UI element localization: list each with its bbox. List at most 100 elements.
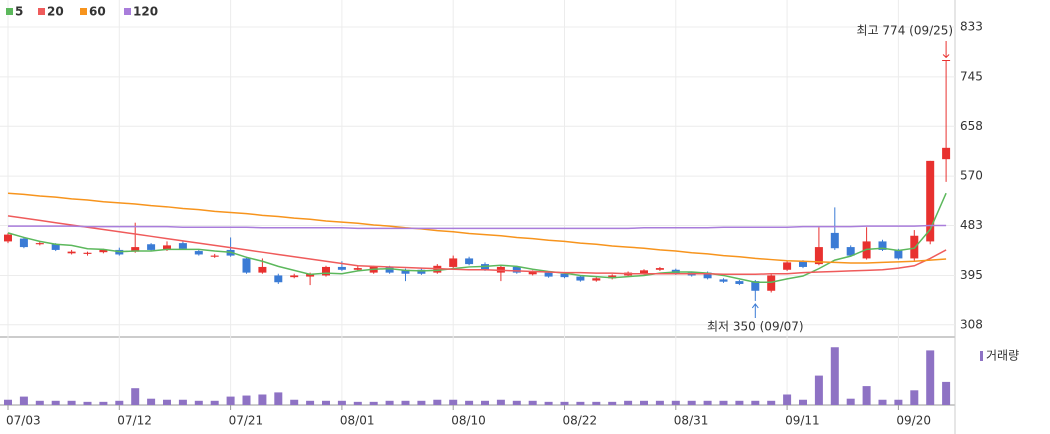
volume-bar: [671, 400, 680, 405]
candle-body: [163, 245, 171, 250]
volume-bar: [560, 401, 569, 405]
legend-swatch: [124, 8, 131, 15]
candle-body: [560, 273, 569, 278]
candle-body: [274, 275, 283, 283]
volume-bar: [703, 400, 712, 405]
volume-bar: [35, 400, 44, 405]
volume-bar: [385, 400, 394, 405]
volume-legend-swatch: [980, 351, 983, 361]
volume-bar: [767, 400, 776, 405]
y-tick-label: 833: [960, 20, 983, 34]
ma-line: [8, 224, 947, 230]
candle-body: [655, 268, 664, 270]
y-tick-label: 483: [960, 218, 983, 232]
candle-body: [242, 258, 251, 273]
candle-body: [751, 281, 760, 291]
volume-bar: [306, 400, 315, 405]
volume-bar: [846, 398, 855, 405]
candle-body: [846, 247, 855, 256]
candle-body: [814, 247, 823, 265]
candle-body: [417, 269, 426, 274]
volume-bar: [926, 350, 935, 405]
volume-bar: [417, 400, 426, 405]
candle-body: [306, 273, 315, 277]
volume-bar: [799, 399, 807, 405]
volume-bar: [783, 394, 792, 405]
ma-line: [7, 192, 947, 264]
candle-body: [210, 255, 219, 257]
ma-line: [7, 215, 947, 276]
candle-body: [67, 251, 76, 254]
candle-body: [178, 243, 187, 249]
candle-body: [19, 238, 28, 248]
high-annotation: 최고 774 (09/25): [857, 24, 954, 38]
volume-bar: [687, 400, 696, 405]
volume-bar: [337, 400, 346, 405]
high-arrow: [942, 41, 951, 61]
volume-bar: [290, 399, 299, 405]
candle-body: [353, 268, 362, 270]
volume-bar: [242, 395, 251, 405]
legend-label: 120: [133, 5, 158, 19]
volume-bar: [178, 399, 187, 405]
x-tick-label: 08/31: [674, 414, 709, 428]
legend-swatch: [80, 8, 87, 15]
volume-bar: [274, 392, 283, 405]
y-tick-label: 570: [960, 169, 983, 183]
x-tick-label: 09/11: [785, 414, 820, 428]
x-tick-label: 08/01: [340, 414, 375, 428]
volume-bar: [131, 388, 140, 405]
candle-body: [735, 281, 744, 284]
volume-bar: [624, 400, 633, 405]
volume-legend-label: 거래량: [986, 349, 1019, 363]
volume-bar: [401, 400, 410, 405]
candle-body: [51, 244, 60, 250]
volume-bar: [353, 401, 362, 405]
candle-body: [385, 266, 394, 273]
candle-body: [290, 275, 299, 278]
candle-body: [576, 276, 585, 281]
candle-body: [767, 275, 776, 291]
volume-bar: [147, 398, 156, 405]
candle-body: [449, 258, 458, 267]
volume-bar: [910, 390, 919, 405]
legend-swatch: [38, 8, 45, 15]
volume-bar: [814, 375, 823, 405]
y-tick-label: 658: [960, 119, 983, 133]
volume-bar: [894, 399, 903, 405]
volume-bar: [210, 400, 219, 405]
volume-bar: [528, 400, 537, 405]
candle-body: [465, 258, 474, 265]
candle-body: [830, 232, 839, 249]
volume-bar: [608, 401, 617, 405]
candle-body: [194, 251, 203, 255]
volume-bar: [942, 381, 951, 405]
volume-bar: [481, 400, 489, 405]
candle-body: [131, 247, 140, 252]
volume-bar: [878, 399, 887, 405]
x-tick-label: 07/12: [117, 414, 152, 428]
volume-bar: [226, 396, 235, 405]
low-annotation: 최저 350 (09/07): [707, 320, 804, 334]
volume-bar: [99, 401, 108, 405]
volume-bar: [369, 401, 378, 405]
volume-bar: [4, 399, 12, 405]
candle-body: [799, 261, 807, 267]
candle-body: [719, 279, 728, 282]
candle-body: [592, 278, 601, 281]
candle-body: [99, 249, 108, 253]
volume-bar: [592, 401, 601, 405]
volume-bar: [449, 399, 458, 405]
volume-bar: [640, 400, 648, 405]
candle-body: [401, 269, 410, 274]
volume-bar: [67, 400, 76, 405]
volume-bar: [258, 394, 267, 405]
volume-bar: [719, 400, 728, 405]
ma-line: [7, 192, 947, 284]
legend-label: 60: [89, 5, 106, 19]
candle-body: [512, 266, 521, 273]
candle-body: [640, 270, 648, 274]
candle-body: [4, 234, 12, 242]
candle-body: [783, 262, 792, 270]
legend-label: 20: [47, 5, 64, 19]
